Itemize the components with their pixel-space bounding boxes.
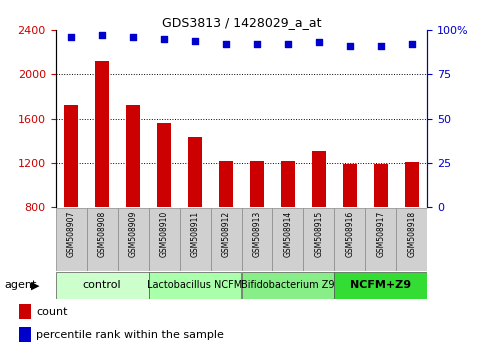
Point [98, 33, 106, 38]
Text: GSM508915: GSM508915 [314, 211, 324, 257]
Text: GSM508907: GSM508907 [67, 211, 75, 257]
Bar [219, 161, 233, 207]
Bar [149, 272, 242, 299]
Point [377, 43, 385, 49]
Point [253, 41, 261, 47]
Text: GSM508910: GSM508910 [159, 211, 169, 257]
Text: GSM508914: GSM508914 [284, 211, 293, 257]
Point [222, 41, 230, 47]
Bar [117, 208, 149, 271]
Bar [95, 61, 109, 207]
Bar [272, 208, 303, 271]
Text: ▶: ▶ [31, 280, 40, 290]
Point [315, 40, 323, 45]
Point [160, 36, 168, 42]
Bar [157, 123, 171, 207]
Text: GSM508917: GSM508917 [376, 211, 385, 257]
Bar [281, 161, 295, 207]
Bar [64, 105, 78, 207]
Bar [242, 272, 334, 299]
Bar [334, 272, 427, 299]
Title: GDS3813 / 1428029_a_at: GDS3813 / 1428029_a_at [162, 16, 321, 29]
Bar [397, 208, 427, 271]
Point [284, 41, 292, 47]
Bar [86, 208, 117, 271]
Bar [242, 208, 272, 271]
Bar [405, 162, 419, 207]
Text: control: control [83, 280, 121, 290]
Text: NCFM+Z9: NCFM+Z9 [350, 280, 412, 290]
Text: GSM508916: GSM508916 [345, 211, 355, 257]
Text: percentile rank within the sample: percentile rank within the sample [36, 330, 224, 339]
Point [129, 34, 137, 40]
Point [191, 38, 199, 44]
Bar [303, 208, 334, 271]
Text: GSM508911: GSM508911 [190, 211, 199, 257]
Text: GSM508918: GSM508918 [408, 211, 416, 257]
Text: GSM508909: GSM508909 [128, 211, 138, 257]
Point [408, 41, 416, 47]
Bar [149, 208, 180, 271]
Bar [180, 208, 211, 271]
Bar [374, 165, 388, 207]
Text: GSM508913: GSM508913 [253, 211, 261, 257]
Bar [56, 272, 149, 299]
Text: GSM508912: GSM508912 [222, 211, 230, 257]
Text: count: count [36, 307, 68, 316]
Bar [126, 105, 140, 207]
Bar [343, 165, 357, 207]
Point [67, 34, 75, 40]
Bar [366, 208, 397, 271]
Bar [334, 208, 366, 271]
Bar [211, 208, 242, 271]
Bar [312, 151, 326, 207]
Bar [56, 208, 86, 271]
Text: Lactobacillus NCFM: Lactobacillus NCFM [147, 280, 242, 290]
Text: Bifidobacterium Z9: Bifidobacterium Z9 [241, 280, 335, 290]
Bar [188, 137, 202, 207]
Text: GSM508908: GSM508908 [98, 211, 107, 257]
Text: agent: agent [5, 280, 37, 290]
Point [346, 43, 354, 49]
Bar [250, 161, 264, 207]
